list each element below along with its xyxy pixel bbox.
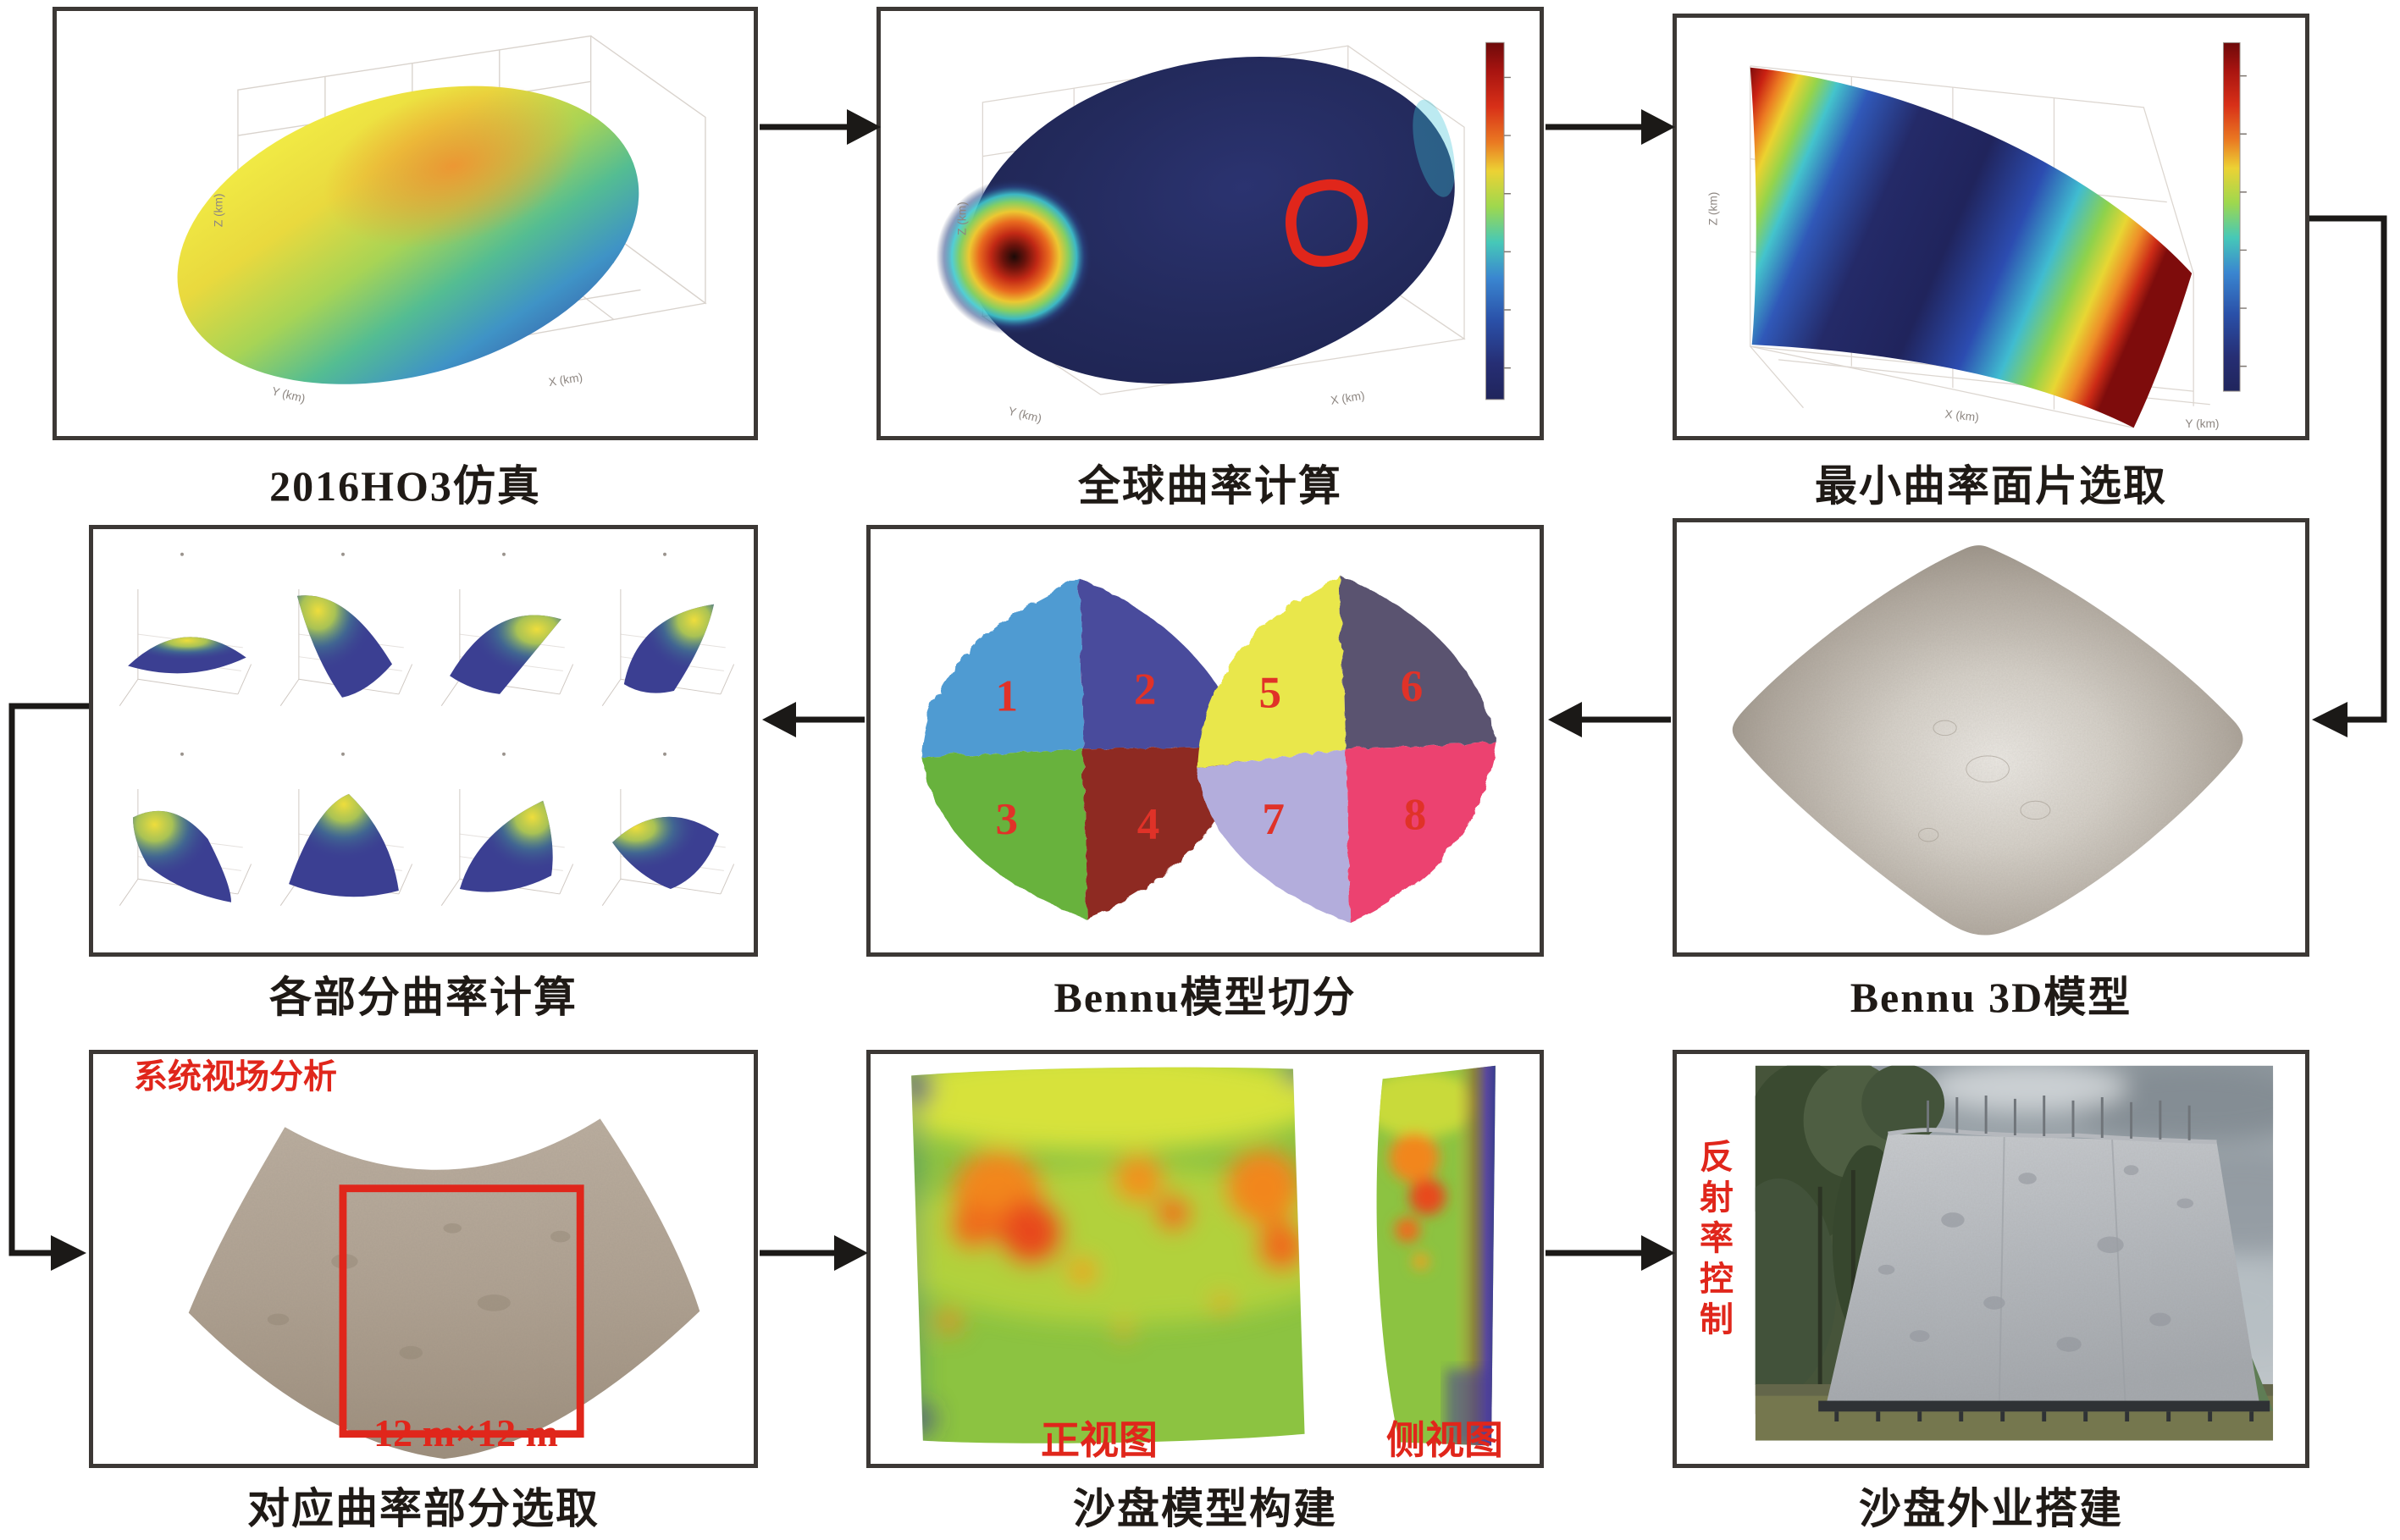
p1-y-axis-label: Y (km) xyxy=(270,384,307,405)
front-view-label: 正视图 xyxy=(1041,1418,1158,1462)
panel-global-curvature: Y (km) X (km) Z (km) xyxy=(876,7,1544,440)
panel-curvature-part-selection: 系统视场分析 12 m×12 m xyxy=(89,1050,758,1468)
caption-sandtable-model: 沙盘模型构建 xyxy=(1073,1485,1337,1532)
asteroid-craters xyxy=(1918,720,2051,842)
arrowhead-p6-p5-icon xyxy=(1548,702,1582,737)
asteroid-3d-render xyxy=(1732,545,2243,936)
segment-number-7: 7 xyxy=(1262,795,1285,844)
panel-2016ho3-simulation: Z (km) Y (km) X (km) xyxy=(53,7,758,440)
segment-3 xyxy=(920,747,1086,918)
side-view-heightmap xyxy=(1376,1065,1496,1446)
panel-sandtable-model: 正视图 侧视图 xyxy=(866,1050,1544,1468)
arrow-line-p3-p6 xyxy=(2309,215,2387,723)
sandtable-wall xyxy=(1827,1128,2260,1406)
arrowhead-p3-p6-icon xyxy=(2312,702,2347,737)
mini-surface-plot-7 xyxy=(440,752,574,906)
p2-y-axis-label: Y (km) xyxy=(1007,405,1043,425)
asteroid-texture xyxy=(1732,545,2243,936)
mini-surface-plot-3 xyxy=(440,552,574,706)
panel-bennu-segmentation: 1 2 3 4 5 6 7 8 xyxy=(866,525,1544,957)
mini-surface-plot-6 xyxy=(279,752,413,906)
segment-number-4: 4 xyxy=(1137,800,1160,849)
reflectance-control-label: 反射率控制 xyxy=(1695,1139,1732,1342)
global-curvature-plot: Y (km) X (km) Z (km) xyxy=(936,41,1511,425)
field-photo xyxy=(1755,1065,2274,1441)
fov-analysis-label: 系统视场分析 xyxy=(134,1058,337,1096)
curvature-hotspot xyxy=(936,179,1092,335)
arrowhead-p7-p8-icon xyxy=(834,1235,868,1271)
segment-2 xyxy=(1078,577,1246,748)
caption-bennu-3d-model: Bennu 3D模型 xyxy=(1850,974,2132,1021)
dark-ellipsoid xyxy=(936,57,1455,384)
terrain-patch-render xyxy=(188,1118,700,1460)
mini-plot-grid xyxy=(93,529,754,952)
segment-7 xyxy=(1195,747,1349,921)
arrowhead-p4-p7-icon xyxy=(51,1235,86,1271)
p1-x-axis-label: X (km) xyxy=(548,371,583,389)
curved-patch-surface xyxy=(1750,67,2193,428)
p3-z-axis-label: Z (km) xyxy=(1707,192,1720,226)
p2-x-axis-label: X (km) xyxy=(1330,389,1365,407)
segment-number-1: 1 xyxy=(995,672,1018,721)
segment-numbers: 1 2 3 4 5 6 7 8 xyxy=(995,662,1426,849)
mini-surface-plot-5 xyxy=(119,752,252,906)
segment-number-3: 3 xyxy=(995,795,1018,844)
segment-1 xyxy=(920,577,1082,756)
panel-part-curvature xyxy=(89,525,758,957)
panel-min-curvature-patch: X (km) Y (km) Z (km) xyxy=(1673,14,2309,440)
terrain-texture xyxy=(188,1118,700,1460)
caption-sandtable-field: 沙盘外业搭建 xyxy=(1859,1485,2123,1532)
selected-patch-outline xyxy=(1286,179,1369,268)
caption-curvature-part-selection: 对应曲率部分选取 xyxy=(247,1485,600,1532)
segment-number-2: 2 xyxy=(1134,665,1157,715)
segment-group-back xyxy=(1195,574,1496,921)
segment-8 xyxy=(1343,741,1496,921)
ellipsoid-simulation-plot: Z (km) Y (km) X (km) xyxy=(177,35,707,406)
p3-y-axis-label: Y (km) xyxy=(2185,417,2219,430)
segment-6 xyxy=(1338,574,1496,748)
mini-surface-plot-4 xyxy=(601,552,735,706)
mini-surface-plot-2 xyxy=(279,552,413,706)
segment-5 xyxy=(1195,574,1344,766)
mini-surface-plot-1 xyxy=(119,552,252,706)
caption-2016ho3-simulation: 2016HO3仿真 xyxy=(269,462,541,510)
arrowhead-p2-p3-icon xyxy=(1641,109,1675,145)
caption-min-curvature-patch: 最小曲率面片选取 xyxy=(1815,462,2167,510)
ellipsoid-body xyxy=(177,84,639,384)
colorbar xyxy=(2222,41,2247,392)
segment-number-5: 5 xyxy=(1258,669,1281,718)
wall-base-platform xyxy=(1818,1400,2270,1422)
segment-number-6: 6 xyxy=(1401,662,1424,711)
arrowhead-p1-p2-icon xyxy=(847,109,881,145)
min-curvature-patch-plot: X (km) Y (km) Z (km) xyxy=(1707,41,2247,430)
caption-part-curvature: 各部分曲率计算 xyxy=(269,974,578,1021)
arrowhead-p5-p4-icon xyxy=(762,702,796,737)
heightmap-renders xyxy=(911,1065,1496,1446)
p2-z-axis-label: Z (km) xyxy=(956,201,969,235)
mini-surface-plot-8 xyxy=(601,752,735,906)
patch-size-label: 12 m×12 m xyxy=(373,1411,558,1454)
caption-bennu-segmentation: Bennu模型切分 xyxy=(1053,974,1357,1021)
side-view-label: 侧视图 xyxy=(1386,1418,1503,1462)
front-view-heightmap xyxy=(911,1067,1305,1443)
panel-sandtable-field-photo: 反射率控制 xyxy=(1673,1050,2309,1468)
arrow-line-p4-p7 xyxy=(8,703,89,1256)
p3-x-axis-label: X (km) xyxy=(1944,408,1980,424)
segmented-models: 1 2 3 4 5 6 7 8 xyxy=(920,574,1496,921)
caption-global-curvature: 全球曲率计算 xyxy=(1078,462,1342,510)
segment-number-8: 8 xyxy=(1404,790,1427,839)
p1-z-axis-label: Z (km) xyxy=(212,193,224,227)
segment-group-front xyxy=(920,577,1246,918)
colorbar xyxy=(1485,41,1511,400)
survey-poles xyxy=(1927,1095,2191,1140)
arrowhead-p8-p9-icon xyxy=(1641,1235,1675,1271)
panel-bennu-3d-model xyxy=(1673,518,2309,957)
fov-selection-rectangle xyxy=(339,1184,584,1438)
